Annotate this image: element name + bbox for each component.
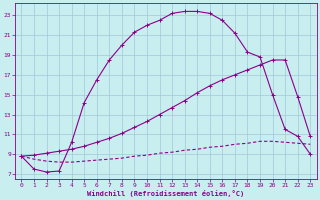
X-axis label: Windchill (Refroidissement éolien,°C): Windchill (Refroidissement éolien,°C) — [87, 190, 244, 197]
